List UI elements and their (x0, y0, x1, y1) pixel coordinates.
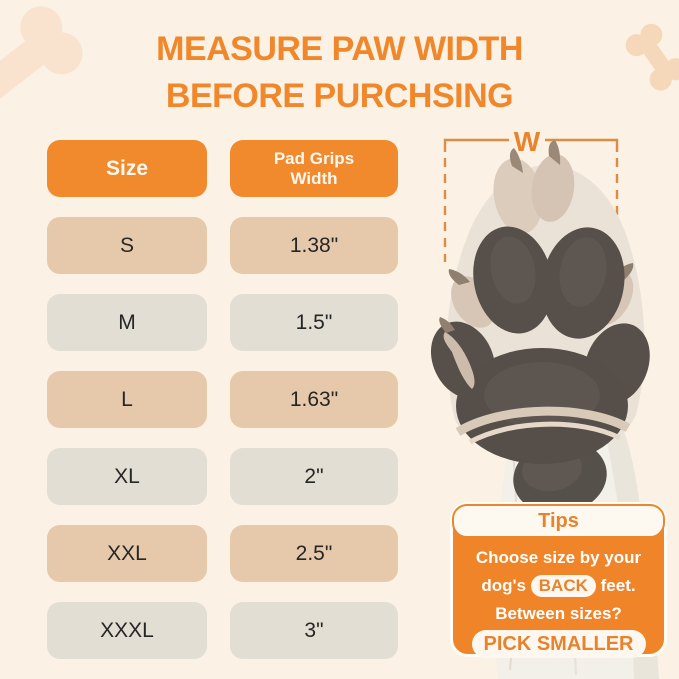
tips-line1: Choose size by your (475, 548, 642, 567)
page-title-line2: BEFORE PURCHSING (165, 77, 514, 115)
table-row-xxxl-width: 3" (230, 602, 398, 659)
size-table: Size Pad Grips Width S 1.38" M 1.5" L 1.… (47, 140, 398, 659)
table-row-s-size: S (47, 217, 207, 274)
tips-body: Choose size by your dog's BACK feet. Bet… (453, 538, 664, 659)
size-column-header: Size (47, 140, 207, 197)
table-row-s-width: 1.38" (230, 217, 398, 274)
width-column-header: Pad Grips Width (230, 140, 398, 197)
table-row-xxl-size: XXL (47, 525, 207, 582)
table-row-xl-width: 2" (230, 448, 398, 505)
table-row-xxxl-size: XXXL (47, 602, 207, 659)
width-label: W (514, 126, 541, 157)
tips-line2-pre: dog's (481, 576, 527, 595)
tips-header: Tips (452, 504, 665, 538)
table-row-l-width: 1.63" (230, 371, 398, 428)
table-row-m-size: M (47, 294, 207, 351)
table-row-l-size: L (47, 371, 207, 428)
tips-line2-post: feet. (600, 576, 636, 595)
back-feet-badge: BACK (530, 575, 596, 597)
table-row-m-width: 1.5" (230, 294, 398, 351)
page-title-line1: MEASURE PAW WIDTH (156, 30, 523, 68)
bone-icon (0, 6, 83, 121)
table-row-xl-size: XL (47, 448, 207, 505)
table-row-xxl-width: 2.5" (230, 525, 398, 582)
tips-line3: Between sizes? (495, 604, 622, 623)
pick-smaller-badge: PICK SMALLER (471, 630, 646, 658)
tips-line2: dog's BACK feet. (453, 572, 664, 600)
bone-icon (625, 23, 679, 91)
tips-line4: PICK SMALLER (453, 628, 664, 659)
page-title: MEASURE PAW WIDTH BEFORE PURCHSING (0, 26, 679, 120)
tips-box: Tips Choose size by your dog's BACK feet… (450, 502, 667, 659)
